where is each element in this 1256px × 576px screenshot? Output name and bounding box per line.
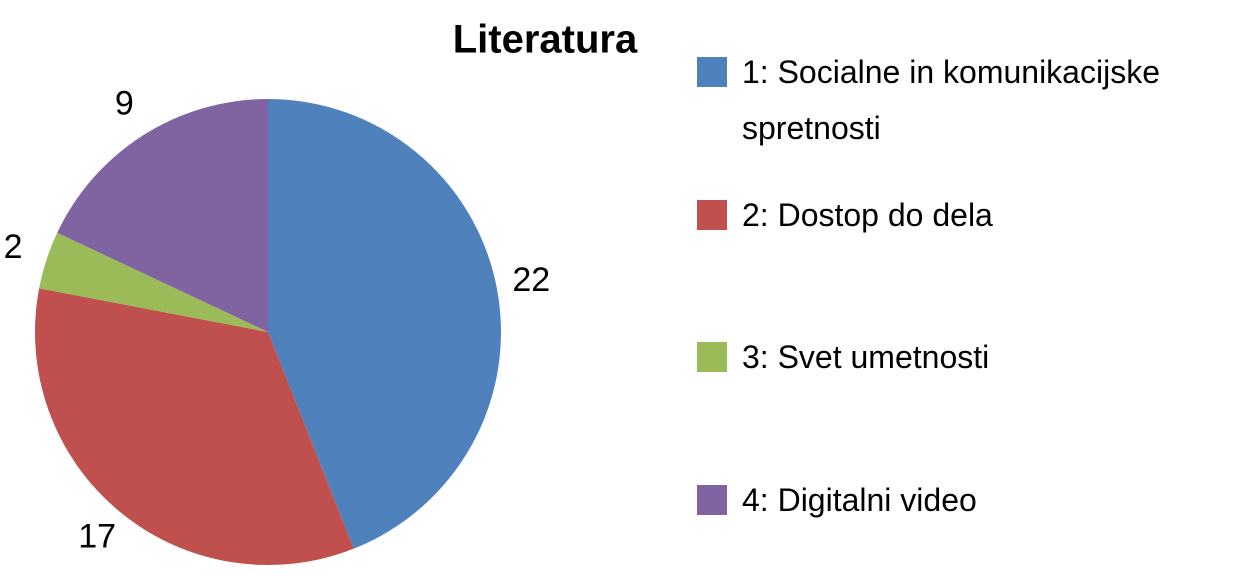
legend-swatch (697, 342, 727, 372)
data-label: 17 (78, 517, 116, 555)
pie-slice (57, 99, 269, 332)
data-label: 9 (115, 85, 134, 123)
legend-swatch (697, 485, 727, 515)
legend-swatch (697, 57, 727, 87)
legend-item: 4: Digitalni video (697, 472, 1182, 528)
data-label: 22 (512, 261, 550, 299)
data-label: 2 (4, 228, 23, 266)
legend-label: 2: Dostop do dela (742, 197, 993, 233)
legend-item: 1: Socialne in komunikacijske spretnosti (697, 44, 1182, 156)
legend-label: 3: Svet umetnosti (742, 339, 990, 375)
legend-swatch (697, 200, 727, 230)
legend-item: 3: Svet umetnosti (697, 329, 1182, 385)
legend-label: 1: Socialne in komunikacijske spretnosti (742, 54, 1160, 146)
chart-title: Literatura (453, 18, 638, 62)
pie-slice (268, 99, 502, 549)
legend-item: 2: Dostop do dela (697, 187, 1182, 243)
legend-label: 4: Digitalni video (742, 482, 977, 518)
pie-slice (34, 288, 354, 566)
pie-slice (39, 232, 268, 332)
